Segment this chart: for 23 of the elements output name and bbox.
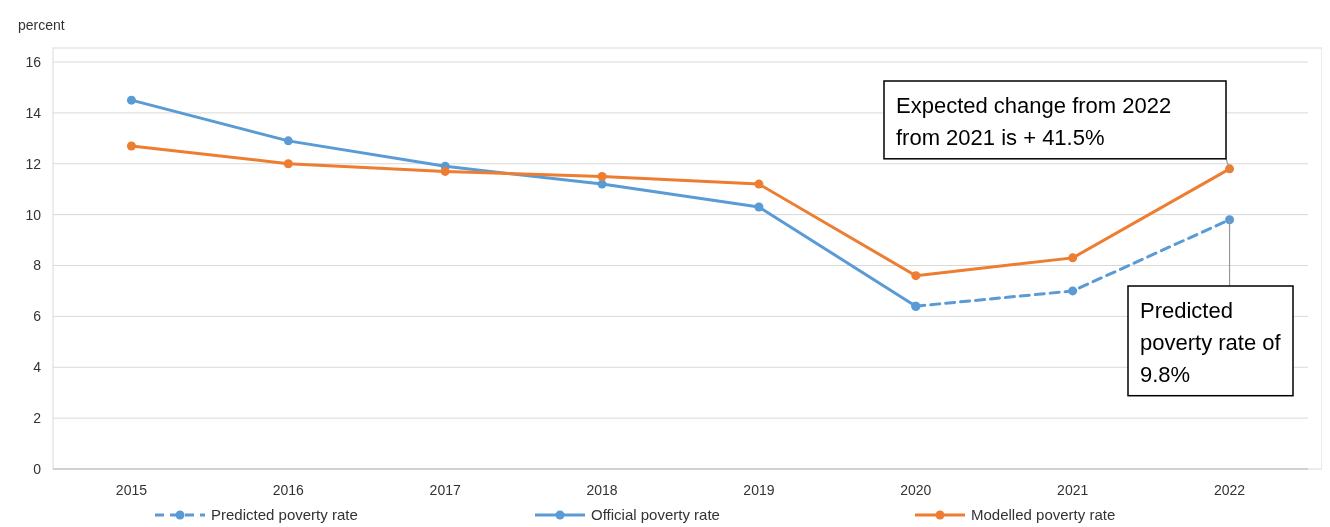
x-tick-label: 2019 <box>743 482 775 498</box>
x-tick-label: 2018 <box>586 482 618 498</box>
y-tick-label: 10 <box>25 206 42 223</box>
y-tick-label: 0 <box>33 460 42 477</box>
x-tick-label: 2015 <box>115 482 148 498</box>
annotation: Expected change from 2022 from 2021 is + 41.5% <box>896 93 1172 151</box>
x-tick-label: 2016 <box>272 482 305 498</box>
y-tick-label: 6 <box>33 308 42 325</box>
x-tick-label: 2022 <box>1213 482 1246 498</box>
x-tick-label: 2017 <box>429 482 461 498</box>
legend-label: Predicted poverty rate <box>211 506 358 524</box>
y-tick-label: 14 <box>25 104 42 121</box>
legend-label: Modelled poverty rate <box>971 506 1116 524</box>
y-tick-label: 16 <box>25 53 42 70</box>
y-tick-label: 8 <box>33 257 42 274</box>
y-tick-label: 4 <box>33 359 42 376</box>
annotation: Predicted poverty rate of 9.8% <box>1140 298 1282 387</box>
x-tick-label: 2020 <box>900 482 932 498</box>
y-axis-title: percent <box>18 17 65 33</box>
legend-label: Official poverty rate <box>591 506 720 524</box>
y-tick-label: 12 <box>25 155 42 172</box>
x-tick-label: 2021 <box>1057 482 1089 498</box>
y-tick-label: 2 <box>33 410 42 427</box>
